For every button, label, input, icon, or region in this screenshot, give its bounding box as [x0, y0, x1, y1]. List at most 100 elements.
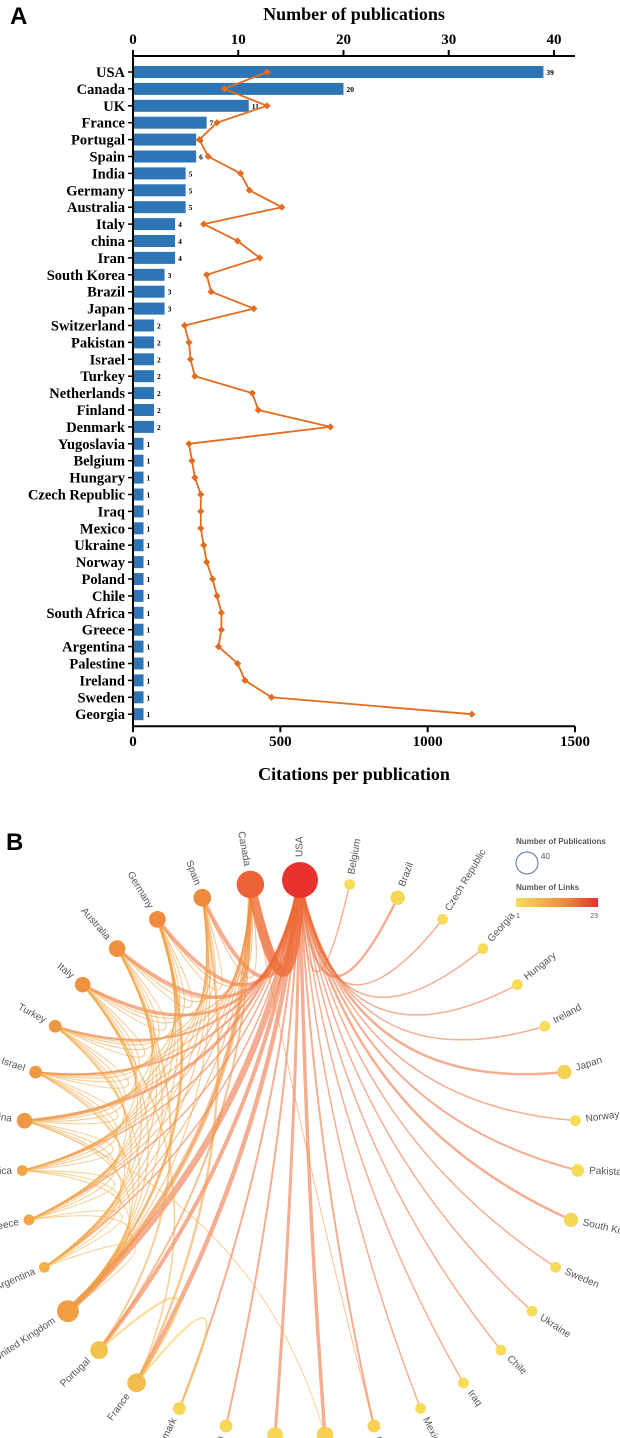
chord-link [67, 897, 211, 1312]
chord-link [82, 919, 186, 1024]
bar-data-label: 5 [189, 203, 193, 212]
node-ireland [539, 1020, 551, 1032]
chord-link [201, 884, 257, 979]
legend: Number of Publications 40 Number of Link… [515, 837, 606, 920]
bar-data-label: 5 [189, 186, 193, 195]
bar [134, 99, 249, 112]
node-label: Pakistan [589, 1166, 620, 1179]
category-label: Finland [77, 403, 125, 419]
bar-data-label: 1 [147, 541, 151, 550]
citation-point [245, 186, 253, 194]
chord-link [24, 948, 153, 1122]
category-label: France [82, 116, 126, 132]
citation-point [203, 558, 211, 566]
category-label: Portugal [71, 133, 125, 149]
chord-link [24, 1120, 326, 1436]
bar-data-label: 4 [178, 254, 182, 263]
node-label: Brazil [397, 861, 416, 888]
bar [134, 66, 544, 78]
chord-link [156, 884, 253, 987]
bar [134, 437, 144, 450]
bar-data-label: 7 [210, 119, 214, 128]
citation-series-line [183, 71, 472, 716]
category-label: Netherlands [49, 386, 125, 402]
category-label: Chile [92, 589, 126, 605]
node-label: Mexico [420, 1416, 444, 1438]
bar [134, 623, 144, 636]
citation-point [267, 693, 276, 701]
bottom-tick-label: 1000 [413, 734, 443, 750]
node-south-korea [563, 1212, 579, 1228]
node-label: Turkey [16, 1002, 48, 1026]
citation-point [213, 592, 221, 600]
citation-point [197, 490, 205, 499]
node-label: Iraq [465, 1388, 484, 1408]
bar-data-label: 2 [157, 423, 161, 432]
chord-link [24, 1120, 122, 1268]
citation-point [220, 85, 228, 93]
bar-data-label: 1 [147, 676, 151, 685]
bar [134, 387, 155, 400]
citation-point [234, 237, 242, 245]
chord-link [22, 1025, 126, 1172]
top-tick-label: 30 [441, 32, 456, 48]
bottom-axis-title: Citations per publication [258, 764, 450, 784]
node-label: Ukraine [538, 1312, 573, 1340]
category-label: Israel [90, 352, 125, 368]
bar-data-label: 1 [147, 609, 151, 618]
chord-link [24, 1071, 119, 1125]
category-label: Mexico [80, 521, 125, 537]
node-label: United Kingdom [0, 1315, 58, 1363]
bar-data-label: 39 [546, 68, 554, 77]
node-label: Belgium [346, 838, 363, 876]
bar [134, 505, 144, 518]
citation-point [250, 305, 258, 313]
category-label: South Korea [47, 268, 126, 284]
node-south-africa [16, 1165, 28, 1176]
bar [134, 201, 186, 214]
chord-link [299, 879, 375, 1427]
bar [134, 488, 144, 501]
legend-size-circle [515, 851, 539, 875]
chord-link [22, 984, 137, 1172]
citation-line [180, 68, 476, 718]
node-czech-republic [437, 913, 448, 925]
citation-point [278, 203, 286, 211]
legend-size-title: Number of Publications [516, 837, 606, 846]
citation-point [326, 423, 335, 431]
bar-data-label: 1 [147, 474, 151, 483]
node-label: France [106, 1391, 133, 1423]
chord-link [135, 897, 220, 1384]
node-canada [236, 870, 265, 899]
chord-link [22, 1169, 121, 1268]
publication-bars: 3920117665554443332222222111111111111111… [134, 66, 554, 721]
bar-data-label: 6 [199, 153, 203, 162]
chord-link [35, 948, 156, 1079]
citation-point [197, 524, 205, 532]
node-hungary [511, 979, 523, 991]
chord-link [66, 918, 184, 1313]
chord-link [22, 1169, 116, 1221]
node-india [316, 1426, 334, 1438]
citation-point [208, 575, 217, 583]
category-label: Japan [87, 302, 125, 318]
bar-data-label: 4 [178, 220, 182, 229]
bar-data-label: 1 [147, 592, 151, 601]
citation-point [195, 136, 203, 144]
chord-link [44, 1243, 137, 1312]
category-label: Sweden [77, 690, 125, 706]
category-label: Palestine [69, 657, 125, 673]
bar-data-label: 1 [147, 457, 151, 466]
chord-link [156, 897, 223, 991]
node-portugal [90, 1341, 108, 1359]
bar [134, 167, 186, 180]
bar [134, 691, 144, 704]
chord-link [22, 1071, 118, 1172]
node-label: USA [295, 836, 306, 857]
node-label: South Korea [582, 1217, 620, 1240]
chord-link [28, 1215, 132, 1312]
chord-link [22, 1120, 114, 1172]
category-label: Denmark [66, 420, 126, 436]
citation-point [256, 254, 264, 262]
node-label: Germany [125, 870, 156, 911]
